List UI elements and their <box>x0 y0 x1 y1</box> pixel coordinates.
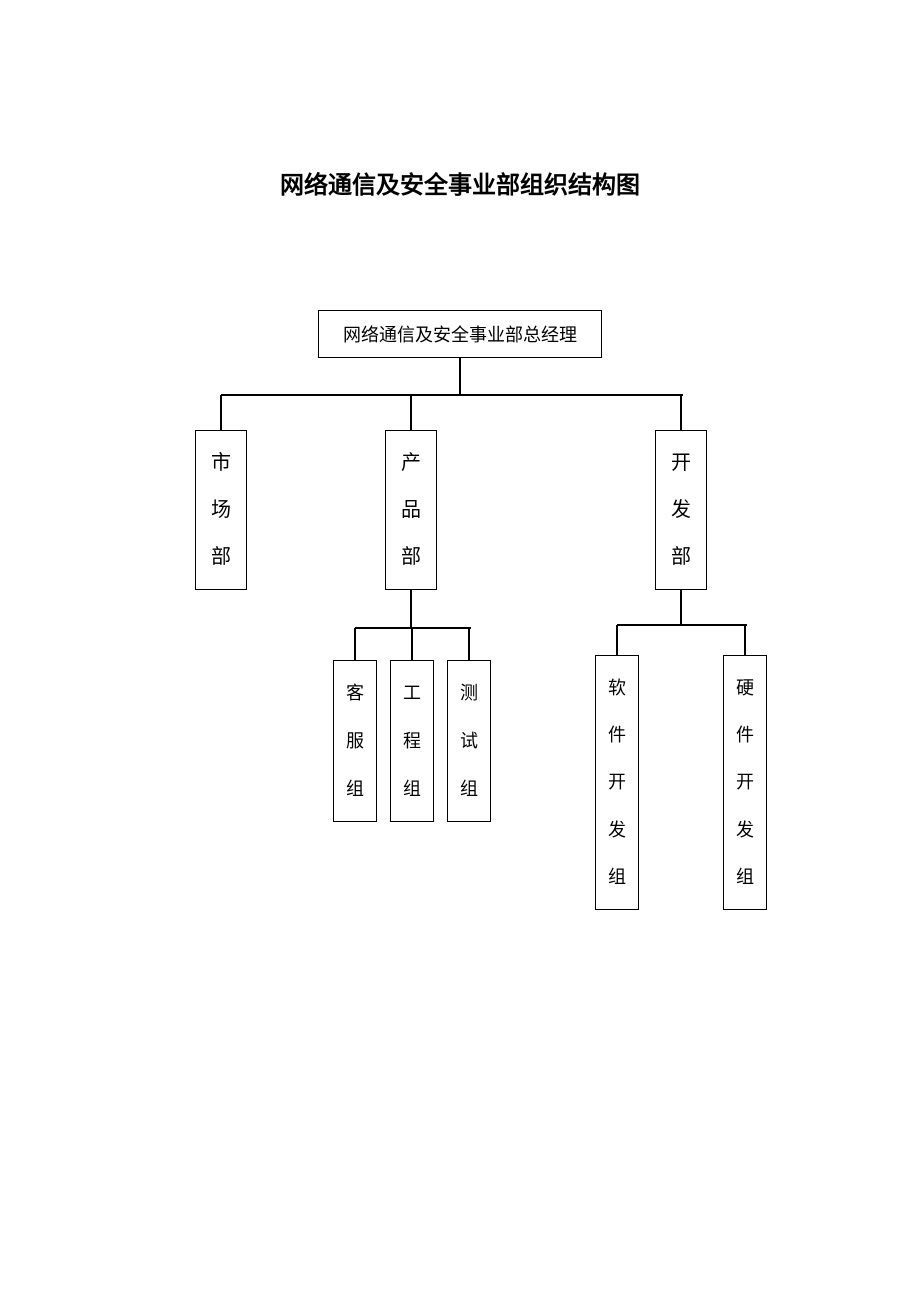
node-char: 品 <box>401 500 421 520</box>
node-char: 发 <box>608 821 626 839</box>
node-product: 产品部 <box>385 430 437 590</box>
node-char: 服 <box>346 732 364 750</box>
node-char: 场 <box>211 500 231 520</box>
connector <box>221 394 683 396</box>
node-char: 组 <box>403 780 421 798</box>
node-customer-service: 客服组 <box>333 660 377 822</box>
connector <box>411 628 413 660</box>
node-testing: 测试组 <box>447 660 491 822</box>
node-char: 部 <box>671 547 691 567</box>
node-char: 发 <box>736 821 754 839</box>
connector <box>410 395 412 430</box>
connector <box>617 624 747 626</box>
node-char: 部 <box>401 547 421 567</box>
chart-title: 网络通信及安全事业部组织结构图 <box>0 165 920 200</box>
connector <box>410 590 412 628</box>
node-char: 开 <box>736 773 754 791</box>
connector <box>680 395 682 430</box>
node-char: 件 <box>736 726 754 744</box>
node-root: 网络通信及安全事业部总经理 <box>318 310 602 358</box>
node-char: 开 <box>671 453 691 473</box>
node-char: 测 <box>460 684 478 702</box>
node-char: 程 <box>403 732 421 750</box>
node-char: 组 <box>460 780 478 798</box>
node-char: 硬 <box>736 679 754 697</box>
node-engineering: 工程组 <box>390 660 434 822</box>
connector <box>459 358 461 395</box>
node-hardware-dev: 硬件开发组 <box>723 655 767 910</box>
connector <box>680 590 682 625</box>
node-char: 工 <box>403 684 421 702</box>
node-char: 开 <box>608 773 626 791</box>
node-char: 组 <box>736 868 754 886</box>
node-char: 件 <box>608 726 626 744</box>
connector <box>744 625 746 655</box>
node-char: 发 <box>671 500 691 520</box>
connector <box>616 625 618 655</box>
node-char: 部 <box>211 547 231 567</box>
connector <box>355 627 471 629</box>
connector <box>354 628 356 660</box>
connector <box>468 628 470 660</box>
node-char: 市 <box>211 453 231 473</box>
node-char: 软 <box>608 679 626 697</box>
node-market: 市场部 <box>195 430 247 590</box>
node-develop: 开发部 <box>655 430 707 590</box>
node-char: 试 <box>460 732 478 750</box>
node-char: 客 <box>346 684 364 702</box>
connector <box>220 395 222 430</box>
node-software-dev: 软件开发组 <box>595 655 639 910</box>
node-char: 产 <box>401 453 421 473</box>
node-char: 组 <box>346 780 364 798</box>
node-char: 组 <box>608 868 626 886</box>
